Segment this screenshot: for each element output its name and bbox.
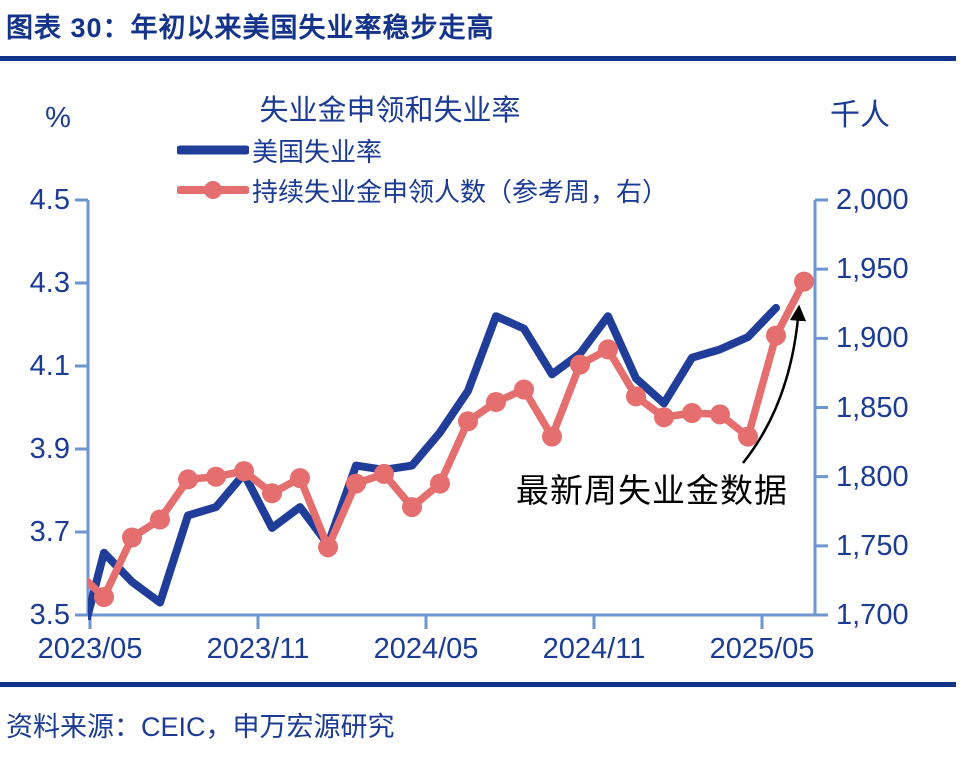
axes [75,198,828,629]
left-axis-tick-label: 4.1 [29,350,70,382]
continuing-claims-marker [682,403,702,423]
continuing-claims-marker [486,392,506,412]
x-axis-tick-label: 2024/11 [542,633,646,665]
legend-item-continuing-claims: 持续失业金申领人数（参考周，右） [177,174,669,207]
continuing-claims-marker [430,473,450,494]
unemployment-rate-line [88,303,780,620]
continuing-claims-marker [738,426,758,447]
right-axis-tick-label: 1,750 [836,529,909,562]
annotation-label: 最新周失业金数据 [516,472,788,509]
continuing-claims-marker [598,339,618,360]
figure-title: 图表 30：年初以来美国失业率稳步走高 [6,13,495,43]
x-axis-tick-label: 2025/05 [709,633,815,665]
continuing-claims-marker [514,379,534,400]
right-axis-unit-label: 千人 [830,99,890,132]
x-axis-tick-label: 2023/11 [206,633,310,665]
x-axis-tick-label: 2024/05 [373,633,479,665]
continuing-claims-marker [374,463,394,484]
continuing-claims-marker [150,509,170,530]
continuing-claims-marker [402,497,422,518]
right-axis-tick-label: 1,800 [836,460,909,493]
left-axis-tick-label: 3.5 [29,599,70,631]
left-axis-tick-label: 3.9 [29,433,70,465]
footer-divider [0,682,956,687]
right-axis-tick-label: 1,900 [836,322,909,355]
legend-label-continuing-claims: 持续失业金申领人数（参考周，右） [252,176,669,207]
continuing-claims-marker [234,461,254,482]
continuing-claims-marker [626,386,646,407]
continuing-claims-marker [122,527,142,548]
annotation-arrow-icon [742,304,807,464]
blue-line-swatch-icon [177,145,249,155]
continuing-claims-marker [290,468,310,489]
legend-label-unemployment-rate: 美国失业率 [252,136,383,167]
continuing-claims-line [88,277,808,601]
continuing-claims-marker [318,537,338,558]
source-note: 资料来源：CEIC，申万宏源研究 [6,712,395,742]
left-axis-tick-label: 4.3 [29,267,70,299]
continuing-claims-marker [654,407,674,428]
right-axis-tick-label: 1,700 [836,599,909,631]
right-axis-tick-label: 1,950 [836,253,909,286]
continuing-claims-marker [794,271,814,292]
continuing-claims-marker [766,325,786,346]
red-line-swatch-icon [177,181,249,199]
legend-item-unemployment-rate: 美国失业率 [177,134,668,167]
continuing-claims-marker [710,404,730,425]
left-axis-tick-label: 4.5 [29,184,70,216]
continuing-claims-marker [570,354,590,375]
x-axis-tick-label: 2023/05 [37,633,143,665]
continuing-claims-marker [66,561,86,581]
chart-title: 失业金申领和失业率 [259,95,521,127]
continuing-claims-marker [542,426,562,447]
right-axis-tick-label: 1,850 [836,391,909,424]
continuing-claims-marker [94,587,114,607]
data-series [66,271,814,620]
continuing-claims-marker [346,473,366,494]
left-axis-unit-label: % [45,102,71,134]
continuing-claims-marker [178,469,198,490]
title-divider [0,56,956,61]
right-axis-tick-label: 2,000 [836,184,909,216]
continuing-claims-marker [206,466,226,487]
continuing-claims-marker [458,411,478,432]
left-axis-tick-label: 3.7 [29,516,70,548]
continuing-claims-marker [262,483,282,504]
legend: 美国失业率 持续失业金申领人数（参考周，右） [177,134,668,214]
